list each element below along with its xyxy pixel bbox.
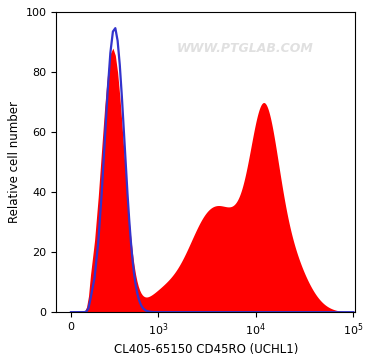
X-axis label: CL405-65150 CD45RO (UCHL1): CL405-65150 CD45RO (UCHL1) — [113, 343, 298, 356]
Text: WWW.PTGLAB.COM: WWW.PTGLAB.COM — [176, 42, 313, 55]
Y-axis label: Relative cell number: Relative cell number — [8, 101, 21, 223]
